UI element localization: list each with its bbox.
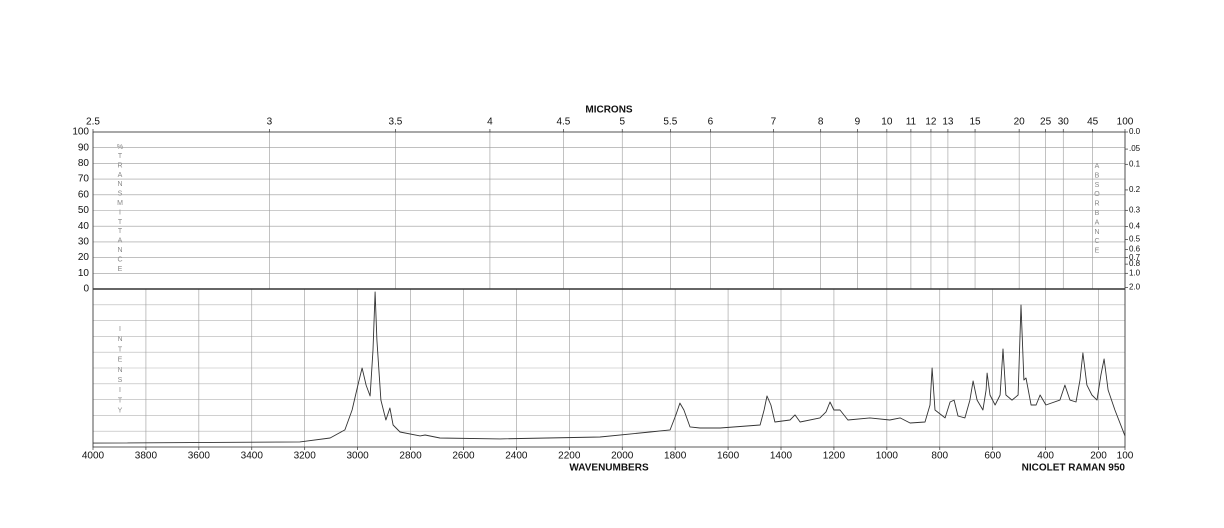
x-tick-label: 3800 <box>135 451 158 462</box>
top-tick-label: 7 <box>771 117 777 128</box>
absorbance-tick-label: 0.7 <box>1129 253 1141 262</box>
x-tick-label: 4000 <box>82 451 105 462</box>
y-tick-label: 40 <box>78 221 90 232</box>
x-tick-label: 1800 <box>664 451 687 462</box>
y-tick-label: 30 <box>78 237 90 248</box>
y-tick-label: 20 <box>78 252 90 263</box>
x-tick-label: 200 <box>1090 451 1107 462</box>
absorbance-tick-label: 1.0 <box>1129 268 1141 277</box>
absorbance-tick-label: 0.4 <box>1129 222 1141 231</box>
top-tick-label: 5.5 <box>663 117 677 128</box>
x-tick-label: 600 <box>984 451 1001 462</box>
y-tick-label: 90 <box>78 142 90 153</box>
absorbance-tick-label: 0.5 <box>1129 234 1141 243</box>
y-tick-label: 50 <box>78 205 90 216</box>
top-tick-label: 10 <box>881 117 893 128</box>
top-tick-label: 15 <box>969 117 981 128</box>
x-tick-label: 3000 <box>346 451 369 462</box>
transmittance-label: TRANSMITTANCE <box>116 153 123 275</box>
top-tick-label: 8 <box>818 117 824 128</box>
x-tick-label: 2000 <box>611 451 634 462</box>
top-tick-label: 11 <box>906 117 917 128</box>
x-tick-label: 3600 <box>188 451 211 462</box>
top-tick-label: 4.5 <box>556 117 570 128</box>
absorbance-tick-label: .05 <box>1129 144 1141 153</box>
absorbance-tick-label: 0.1 <box>1129 159 1141 168</box>
intensity-label: INTENSITY <box>117 326 124 418</box>
y-tick-label: 100 <box>72 127 89 138</box>
absorbance-tick-label: 0.2 <box>1129 185 1141 194</box>
top-axis-title: MICRONS <box>585 105 633 116</box>
x-tick-label: 800 <box>931 451 948 462</box>
y-tick-label: 60 <box>78 189 90 200</box>
x-tick-label: 400 <box>1037 451 1054 462</box>
x-tick-label: 100 <box>1117 451 1134 462</box>
instrument-annotation: NICOLET RAMAN 950 <box>1022 463 1126 474</box>
x-tick-label: 1600 <box>717 451 740 462</box>
absorbance-tick-label: 0.6 <box>1129 245 1141 254</box>
absorbance-label: ABSORBANCE <box>1093 163 1100 257</box>
y-tick-label: 10 <box>78 268 90 279</box>
x-tick-label: 2200 <box>558 451 581 462</box>
x-tick-label: 3400 <box>241 451 264 462</box>
top-tick-label: 9 <box>855 117 861 128</box>
y-tick-label: 70 <box>78 174 90 185</box>
top-tick-label: 2.5 <box>86 117 100 128</box>
absorbance-tick-label: 0.0 <box>1129 127 1141 136</box>
x-axis-title: WAVENUMBERS <box>569 463 649 474</box>
top-tick-label: 12 <box>925 117 937 128</box>
x-tick-label: 2800 <box>399 451 422 462</box>
x-tick-label: 1400 <box>770 451 793 462</box>
top-tick-label: 25 <box>1040 117 1052 128</box>
top-tick-label: 45 <box>1087 117 1099 128</box>
y-tick-label: 0 <box>83 284 89 295</box>
top-tick-label: 13 <box>942 117 954 128</box>
x-tick-label: 1200 <box>823 451 846 462</box>
x-tick-label: 2600 <box>452 451 475 462</box>
top-tick-label: 4 <box>487 117 493 128</box>
absorbance-tick-label: 0.3 <box>1129 205 1141 214</box>
top-tick-label: 3.5 <box>388 117 402 128</box>
absorbance-tick-label: 2.0 <box>1129 283 1141 292</box>
absorbance-tick-label: 0.8 <box>1129 259 1141 268</box>
x-tick-label: 3200 <box>294 451 317 462</box>
spectrum-line <box>92 291 1126 444</box>
y-tick-label: 80 <box>78 158 90 169</box>
top-tick-label: 5 <box>619 117 625 128</box>
top-tick-label: 20 <box>1014 117 1026 128</box>
top-tick-label: 30 <box>1058 117 1070 128</box>
x-tick-label: 2400 <box>505 451 528 462</box>
transmittance-unit: % <box>117 144 124 153</box>
top-tick-label: 100 <box>1117 117 1134 128</box>
x-tick-label: 1000 <box>876 451 899 462</box>
top-tick-label: 6 <box>708 117 714 128</box>
top-tick-label: 3 <box>267 117 273 128</box>
